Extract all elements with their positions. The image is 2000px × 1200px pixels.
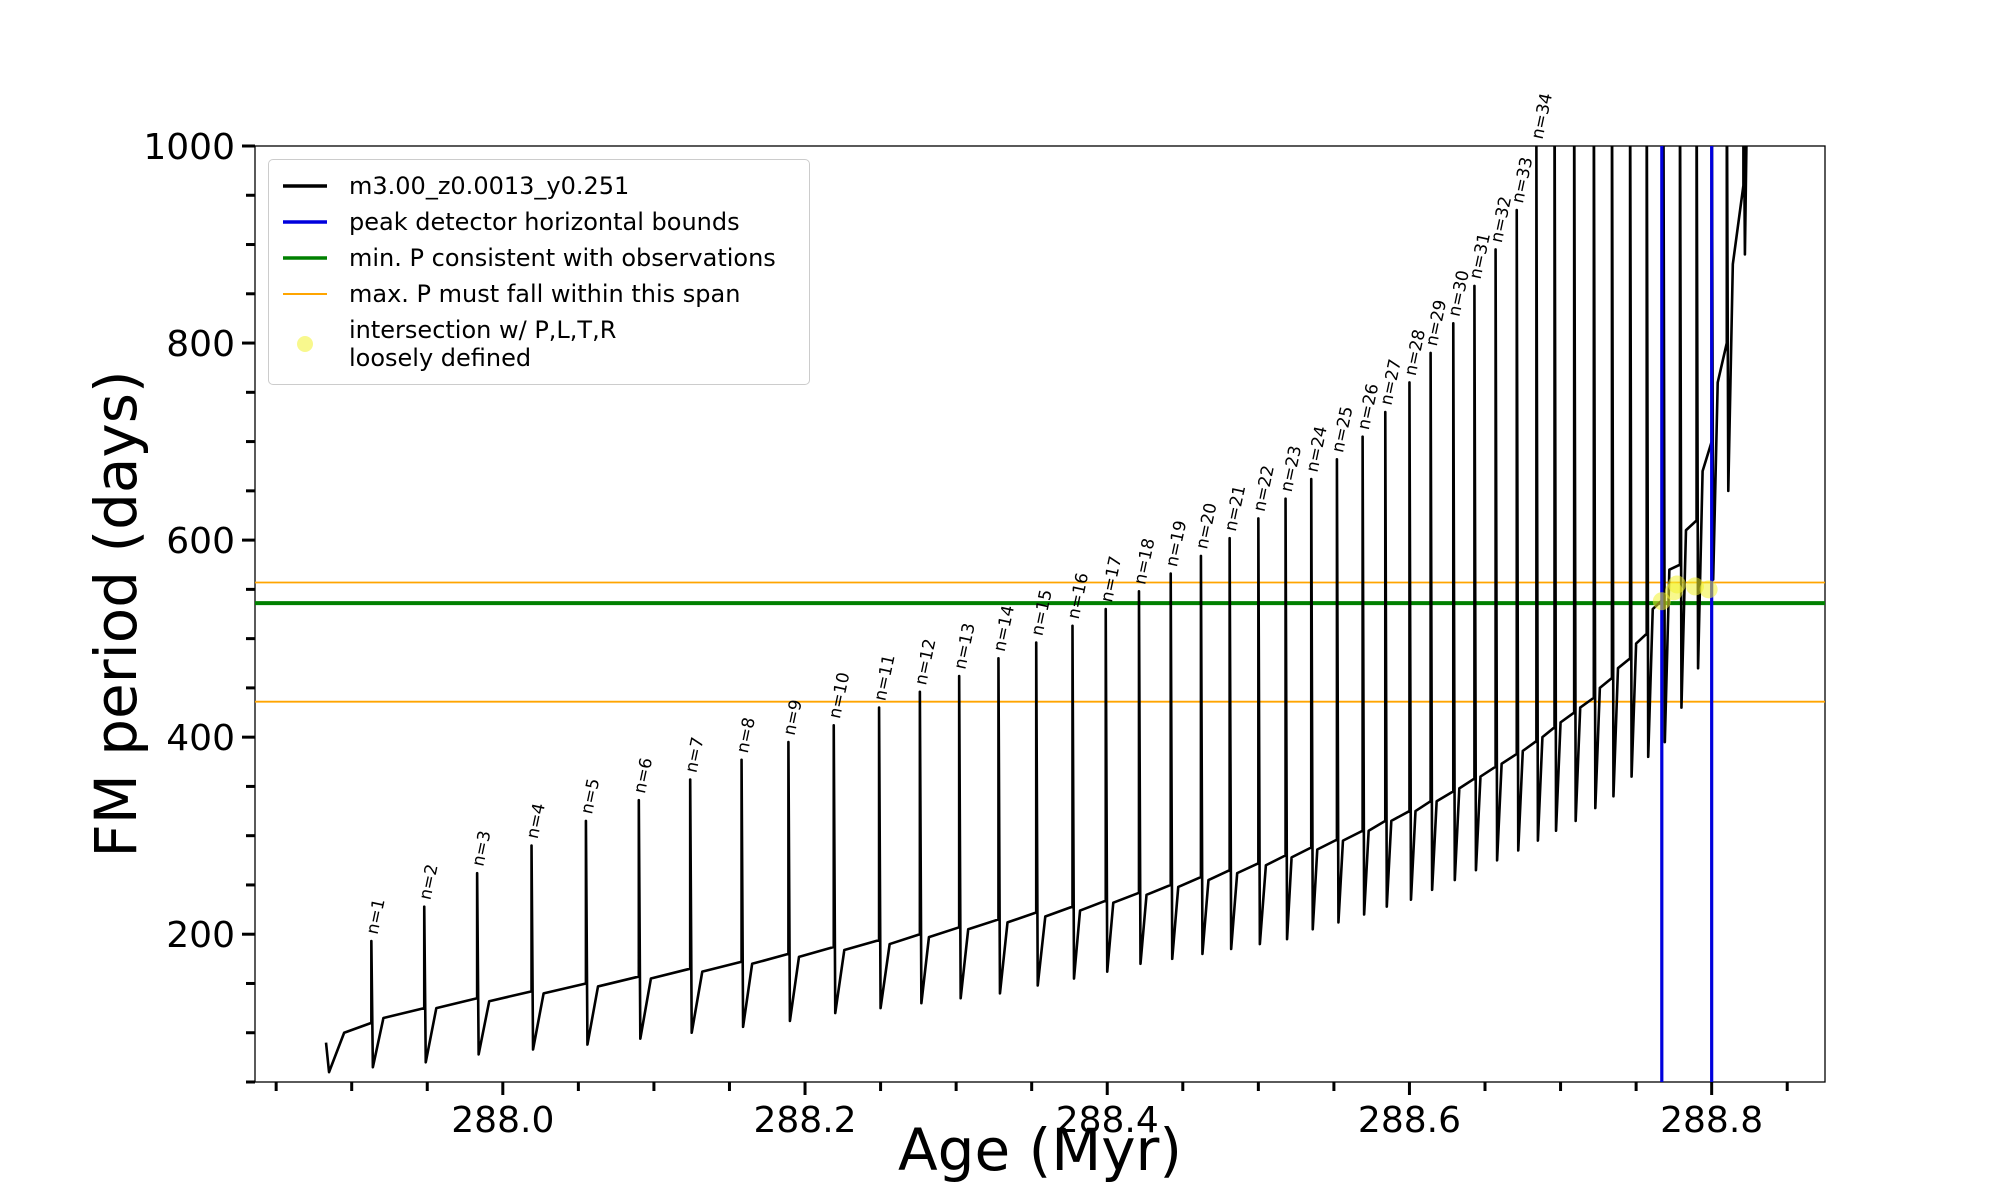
y-axis-label: FM period (days) <box>82 370 150 857</box>
plot-clip-group <box>255 146 1825 1082</box>
data-line <box>324 146 1748 1074</box>
x-tick-label: 288.4 <box>1056 1100 1159 1141</box>
pulse-label: n=2 <box>416 862 443 901</box>
pulse-label: n=7 <box>682 735 709 774</box>
y-tick-label: 600 <box>166 521 235 562</box>
scatter-point <box>1667 575 1686 594</box>
pulse-label: n=3 <box>468 829 495 868</box>
y-tick-label: 200 <box>166 915 235 956</box>
y-tick-label: 1000 <box>143 127 235 168</box>
pulse-label: n=11 <box>870 653 899 703</box>
pulse-label: n=23 <box>1277 444 1306 494</box>
legend-key <box>283 220 327 224</box>
legend-key <box>283 184 327 188</box>
pulse-label: n=17 <box>1097 554 1126 604</box>
pulse-label: n=1 <box>363 897 390 936</box>
pulse-label: n=34 <box>1528 91 1557 141</box>
pulse-label: n=9 <box>780 698 807 737</box>
legend-entry: intersection w/ P,L,T,R loosely defined <box>269 312 809 376</box>
pulse-label: n=13 <box>950 621 979 671</box>
pulse-label: n=6 <box>630 756 657 795</box>
pulse-label: n=4 <box>523 801 550 840</box>
scatter-point <box>1699 580 1718 599</box>
legend-label: peak detector horizontal bounds <box>349 208 740 236</box>
legend-label: intersection w/ P,L,T,R loosely defined <box>349 316 617 372</box>
pulse-label: n=16 <box>1064 571 1093 621</box>
pulse-label: n=25 <box>1328 405 1357 455</box>
pulse-label: n=8 <box>733 716 760 755</box>
legend-key <box>283 293 327 295</box>
pulse-label: n=24 <box>1303 424 1332 474</box>
pulse-label: n=19 <box>1162 519 1191 569</box>
pulse-label: n=22 <box>1250 464 1279 514</box>
legend-key <box>297 336 313 352</box>
pulse-label: n=27 <box>1377 357 1406 407</box>
pulse-label: n=33 <box>1508 155 1537 205</box>
legend-label: max. P must fall within this span <box>349 280 741 308</box>
x-tick-label: 288.2 <box>753 1100 856 1141</box>
legend-entry: max. P must fall within this span <box>269 276 809 312</box>
scatter-point <box>1652 592 1671 611</box>
y-tick-label: 400 <box>166 718 235 759</box>
legend-entry: m3.00_z0.0013_y0.251 <box>269 168 809 204</box>
pulse-label: n=15 <box>1028 588 1057 638</box>
x-tick-label: 288.0 <box>451 1100 554 1141</box>
legend-label: m3.00_z0.0013_y0.251 <box>349 172 630 200</box>
pulse-label: n=12 <box>911 637 940 687</box>
pulse-label: n=18 <box>1130 537 1159 587</box>
y-tick-label: 800 <box>166 324 235 365</box>
pulse-label: n=10 <box>825 671 854 721</box>
plot-frame <box>254 145 1826 1083</box>
pulse-label: n=14 <box>990 604 1019 654</box>
scatter-point <box>1686 577 1705 596</box>
legend-swatch <box>297 336 313 352</box>
plot-area: 288.0 288.2 288.4 288.6 288.8 200 400 600 800 100… <box>143 127 1826 1141</box>
legend-entry: min. P consistent with observations <box>269 240 809 276</box>
legend-label: min. P consistent with observations <box>349 244 776 272</box>
pulse-label: n=5 <box>577 777 604 816</box>
legend-key <box>283 256 327 260</box>
legend-entry: peak detector horizontal bounds <box>269 204 809 240</box>
pulse-label: n=20 <box>1192 501 1221 551</box>
x-axis-label: Age (Myr) <box>898 1116 1182 1184</box>
x-tick-label: 288.8 <box>1660 1100 1763 1141</box>
x-tick-label: 288.6 <box>1358 1100 1461 1141</box>
pulse-label: n=21 <box>1221 483 1250 533</box>
